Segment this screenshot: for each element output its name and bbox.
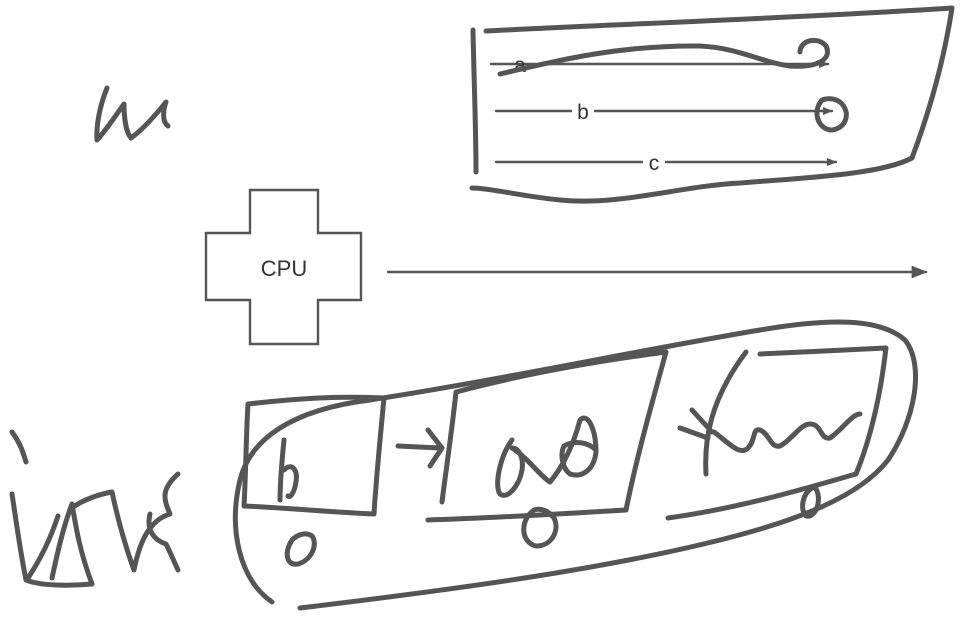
frame-link-arrow bbox=[395, 427, 445, 469]
sketch-frame-top bbox=[470, 27, 479, 175]
scribble-over-arrow-a bbox=[497, 37, 830, 77]
scribble-circle-b bbox=[814, 96, 849, 133]
arrow-c-label: c bbox=[649, 152, 660, 175]
left-scribble bbox=[9, 471, 181, 588]
frame-2 bbox=[425, 349, 669, 523]
cpu-label: CPU bbox=[261, 256, 307, 281]
arrow-c: c bbox=[494, 150, 838, 175]
frame-3-glyph bbox=[677, 407, 863, 454]
frame-3 bbox=[665, 345, 889, 521]
frame-3-loop bbox=[800, 484, 821, 519]
handwritten-w bbox=[94, 85, 171, 143]
cpu-cross-shape bbox=[204, 188, 363, 346]
frame-2-scribble bbox=[495, 415, 599, 498]
arrow-c-label-bg bbox=[643, 150, 665, 174]
big-rounded-outline bbox=[232, 319, 918, 611]
arrow-b-label: b bbox=[577, 101, 589, 124]
arrow-a-label: a bbox=[514, 54, 526, 77]
frame-1-glyph bbox=[277, 437, 299, 503]
frame-1-circle bbox=[284, 531, 317, 567]
arrow-b-label-bg bbox=[572, 99, 594, 123]
arrow-b: b bbox=[494, 99, 834, 124]
frame-2-circle bbox=[521, 506, 559, 549]
sketch-frame-box bbox=[469, 5, 955, 204]
frame-1 bbox=[241, 394, 387, 517]
left-scribble-mark bbox=[9, 429, 29, 465]
